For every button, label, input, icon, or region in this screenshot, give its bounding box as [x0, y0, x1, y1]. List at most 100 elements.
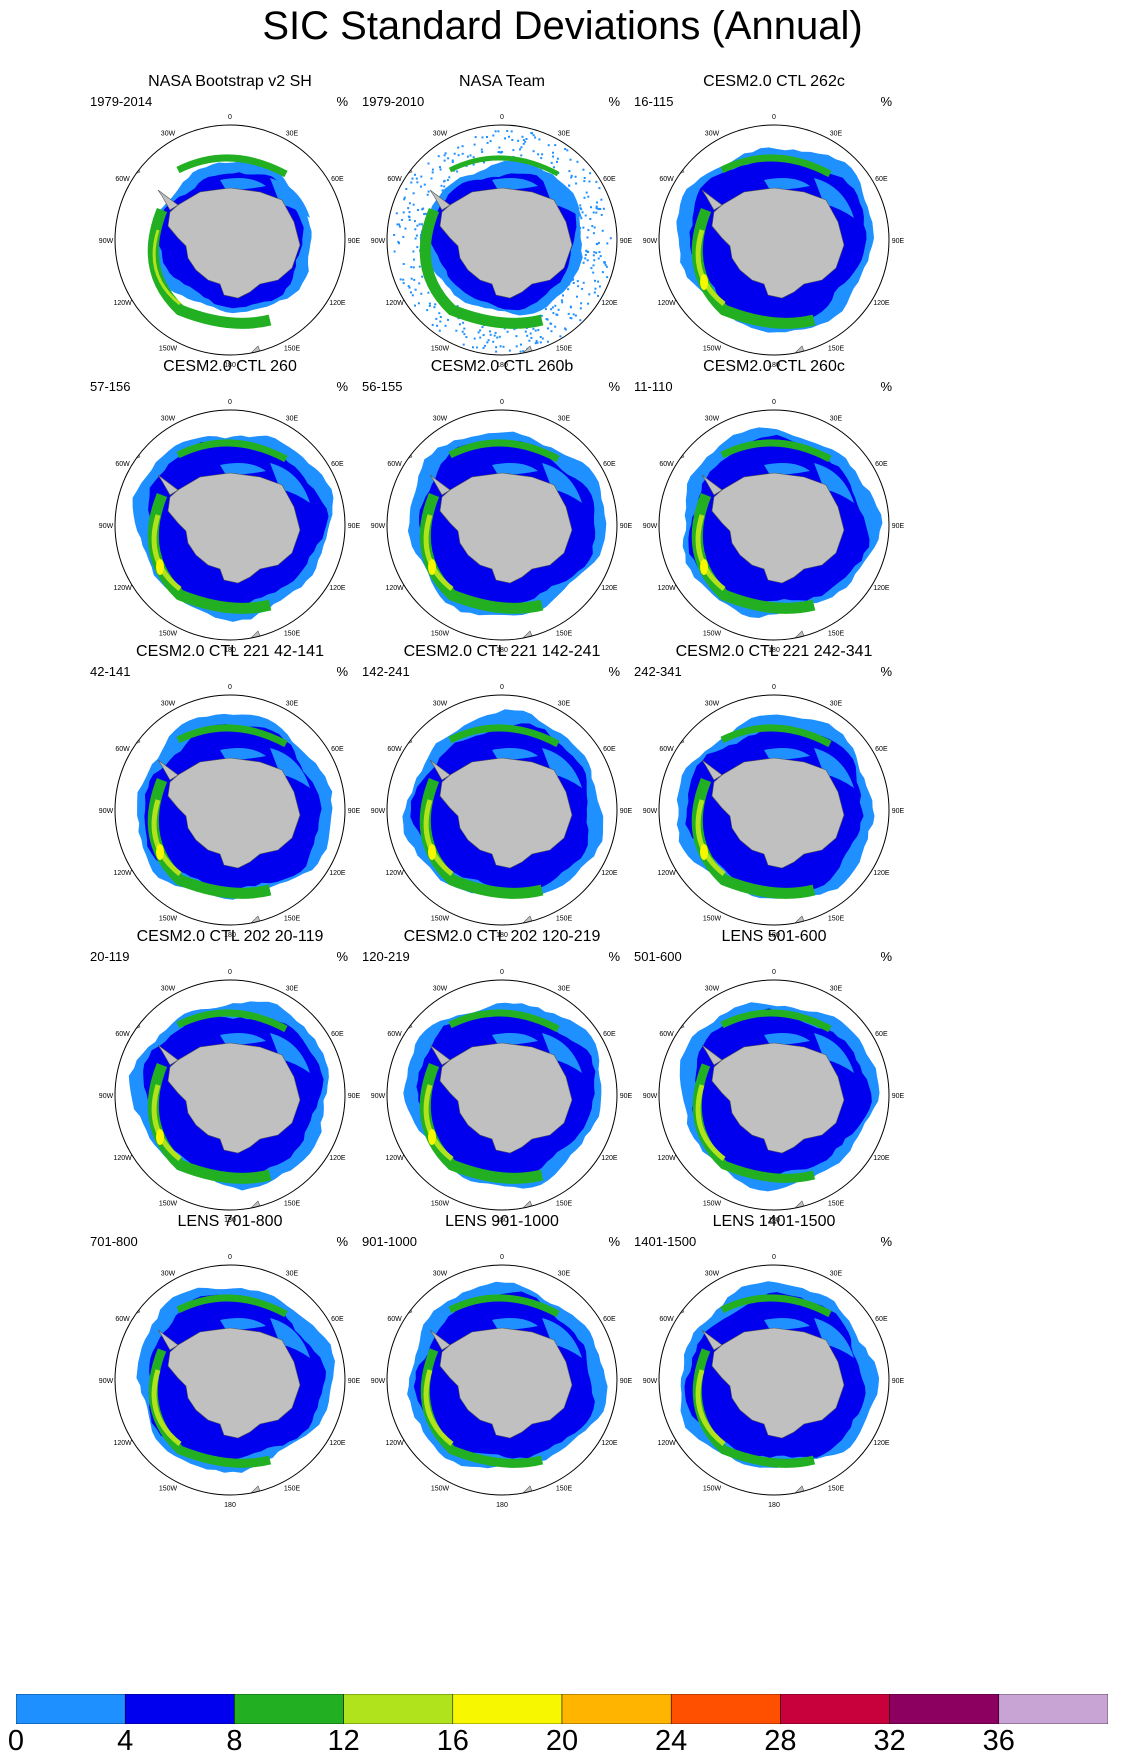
meridian-label: 60E — [603, 1316, 616, 1323]
sic-speckle — [441, 189, 444, 192]
sic-speckle — [582, 168, 585, 171]
sic-pocket — [492, 1318, 538, 1330]
sic-pocket — [492, 1033, 538, 1045]
sic-speckle — [443, 154, 446, 157]
sic-speckle — [576, 160, 579, 163]
meridian-label: 30E — [286, 986, 299, 993]
sic-speckle — [592, 264, 595, 267]
sic-speckle — [414, 173, 416, 176]
sic-speckle — [502, 345, 505, 348]
sic-speckle — [601, 229, 604, 232]
meridian-label: 60E — [331, 746, 344, 753]
meridian-label: 30E — [830, 131, 843, 138]
polar-stereographic-map: 0 30E 60E 90E 120E 150E 180 150W 120W 90W 60W 30W — [99, 684, 361, 939]
colorbar-tick-label: 20 — [545, 1725, 579, 1757]
sic-speckle — [554, 325, 557, 328]
sic-speckle — [413, 220, 416, 223]
sic-speckle — [597, 280, 600, 283]
sic-speckle — [413, 278, 416, 281]
sic-pocket — [814, 463, 854, 503]
sic-speckle — [506, 130, 509, 132]
sic-pocket — [542, 178, 582, 218]
sic-speckle — [479, 329, 482, 332]
meridian-label: 30W — [433, 986, 448, 993]
sic-speckle — [412, 203, 415, 206]
sic-speckle — [477, 331, 480, 334]
sic-speckle — [431, 171, 434, 174]
sic-speckle — [587, 195, 590, 198]
meridian-label: 60E — [331, 461, 344, 468]
panel-title: NASA Bootstrap v2 SH — [148, 73, 312, 90]
sic-speckle — [550, 161, 553, 164]
meridian-label: 90W — [371, 1093, 386, 1100]
meridian-label: 120E — [329, 1440, 346, 1447]
sic-speckle — [461, 152, 464, 155]
sic-speckle — [412, 266, 415, 269]
meridian-label: 0 — [500, 1254, 504, 1261]
meridian-label: 150W — [703, 1485, 722, 1492]
sic-band-12-16 — [152, 229, 181, 306]
sic-speckle — [554, 144, 557, 147]
panel-unit-label: % — [880, 949, 892, 964]
sic-speckle — [472, 346, 474, 349]
sic-pocket — [270, 178, 310, 218]
meridian-label: 90E — [348, 1093, 361, 1100]
meridian-label: 0 — [500, 969, 504, 976]
meridian-label: 150E — [828, 915, 845, 922]
sic-speckle — [517, 139, 520, 142]
sic-band-12-16 — [423, 1369, 454, 1446]
meridian-label: 180 — [496, 647, 508, 654]
meridian-label: 90E — [620, 808, 633, 815]
sic-speckle — [584, 257, 587, 260]
meridian-label: 90W — [643, 1378, 658, 1385]
sic-speckle — [596, 201, 598, 204]
sic-speckle — [443, 180, 446, 183]
sic-speckle — [402, 263, 405, 265]
sic-speckle — [427, 190, 430, 193]
panel-year-range: 242-341 — [634, 664, 682, 679]
antarctica-landmass — [167, 1327, 301, 1439]
sic-speckle — [416, 224, 419, 227]
antarctic-peninsula — [157, 189, 179, 211]
meridian-label: 150E — [556, 915, 573, 922]
sic-speckle — [402, 278, 405, 281]
sic-speckle — [605, 265, 608, 268]
sic-speckle — [472, 156, 475, 159]
sic-speckle — [569, 305, 572, 308]
sic-pocket — [270, 1033, 310, 1073]
colorbar-segment — [889, 1694, 1000, 1724]
sic-speckle — [428, 304, 431, 307]
sic-speckle — [412, 192, 415, 195]
sic-speckle — [606, 276, 609, 279]
sic-speckle — [398, 223, 401, 226]
meridian-label: 60W — [387, 176, 402, 183]
sic-speckle — [586, 236, 589, 239]
map-panel: CESM2.0 CTL 260c 11-110% 0 30E 60E 90E 120E 150… — [624, 357, 924, 675]
polar-stereographic-map: 0 30E 60E 90E 120E 150E 180 150W 120W 90W 60W 30W — [99, 399, 361, 654]
sic-speckle — [531, 132, 534, 135]
sic-speckle — [568, 184, 571, 187]
sic-speckle — [465, 164, 468, 167]
sic-band-16-20 — [428, 844, 436, 860]
sic-speckle — [539, 336, 542, 338]
sic-speckle — [583, 177, 586, 179]
sic-speckle — [574, 175, 577, 178]
sic-speckle — [596, 207, 599, 210]
map-panel: CESM2.0 CTL 221 242-341 242-341% 0 30E 60E 90… — [624, 642, 924, 960]
sic-speckle — [456, 305, 459, 308]
sic-speckle — [582, 226, 585, 229]
sic-speckle — [585, 249, 588, 252]
sic-speckle — [473, 143, 476, 146]
meridian-label: 150W — [703, 915, 722, 922]
sic-pocket — [220, 178, 266, 190]
antarctica-landmass — [711, 472, 845, 584]
meridian-label: 180 — [496, 1502, 508, 1509]
meridian-label: 30E — [830, 986, 843, 993]
sic-speckle — [489, 333, 492, 336]
sic-band-8-12 — [720, 1009, 832, 1033]
sic-speckle — [532, 327, 535, 330]
sic-speckle — [589, 218, 592, 220]
meridian-label: 90E — [620, 1093, 633, 1100]
sic-band-16-20 — [700, 844, 708, 860]
sic-speckle — [560, 299, 563, 302]
